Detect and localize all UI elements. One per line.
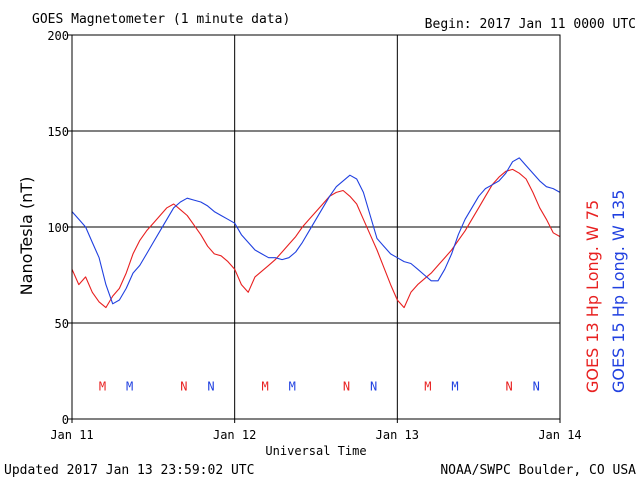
goes15-line <box>71 157 561 305</box>
updated-time: Updated 2017 Jan 13 23:59:02 UTC <box>4 463 254 478</box>
y-tick-label: 200 <box>47 29 69 43</box>
y-tick-label: 150 <box>47 125 69 139</box>
noon-marker: N <box>343 379 350 393</box>
chart-title: GOES Magnetometer (1 minute data) <box>32 12 290 27</box>
noon-marker: N <box>506 379 513 393</box>
y-tick-label: 100 <box>47 221 69 235</box>
midnight-marker: M <box>262 379 269 393</box>
noon-marker: N <box>180 379 187 393</box>
legend-goes13: GOES 13 Hp Long. W 75 <box>583 200 602 393</box>
x-tick-label: Jan 12 <box>213 428 256 442</box>
x-axis-ticks: Jan 11 Jan 12 Jan 13 Jan 14 <box>50 419 582 442</box>
y-tick-label: 0 <box>62 413 69 427</box>
y-axis-ticks: 0 50 100 150 200 <box>47 29 72 427</box>
midnight-marker: M <box>99 379 106 393</box>
credit: NOAA/SWPC Boulder, CO USA <box>440 463 636 478</box>
midnight-marker: M <box>289 379 296 393</box>
midnight-marker: M <box>126 379 133 393</box>
legend: GOES 13 Hp Long. W 75 GOES 15 Hp Long. W … <box>583 190 628 393</box>
legend-goes15: GOES 15 Hp Long. W 135 <box>609 190 628 393</box>
grid <box>72 35 560 419</box>
midnight-marker: M <box>424 379 431 393</box>
noon-marker: N <box>533 379 540 393</box>
noon-marker: N <box>207 379 214 393</box>
plot-frame <box>71 34 561 420</box>
y-tick-label: 50 <box>55 317 69 331</box>
noon-marker: N <box>370 379 377 393</box>
midnight-marker: M <box>451 379 458 393</box>
goes13-line <box>71 168 561 309</box>
series-lines <box>71 157 561 309</box>
x-tick-label: Jan 13 <box>376 428 419 442</box>
x-tick-label: Jan 11 <box>50 428 93 442</box>
y-axis-label: NanoTesla (nT) <box>17 177 36 296</box>
x-axis-label: Universal Time <box>265 444 366 458</box>
begin-time: Begin: 2017 Jan 11 0000 UTC <box>425 17 636 32</box>
x-tick-label: Jan 14 <box>538 428 581 442</box>
